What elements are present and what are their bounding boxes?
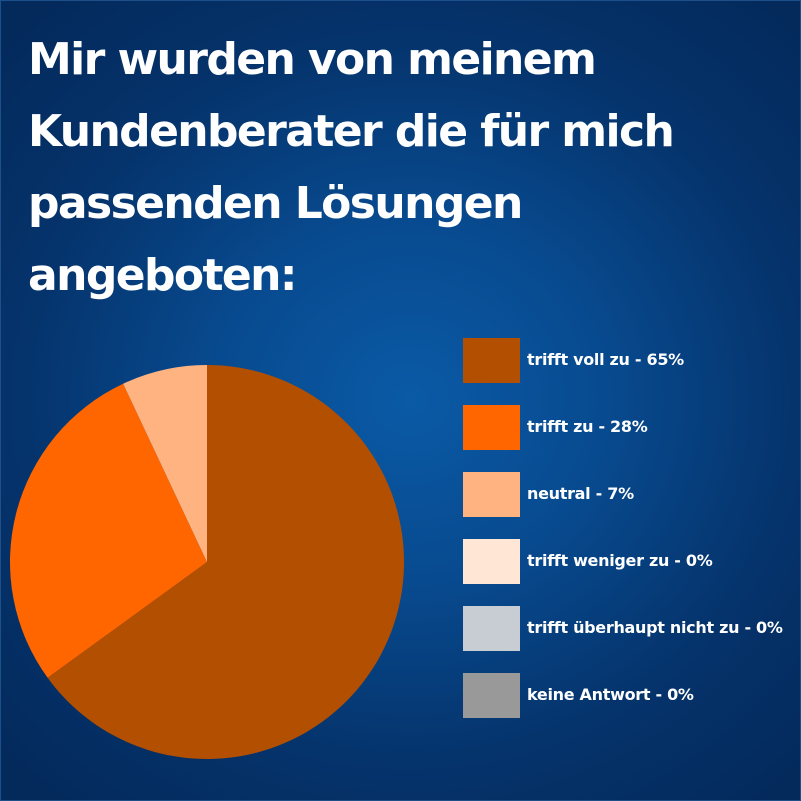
legend-swatch xyxy=(463,405,520,450)
title-line: Kundenberater die für mich xyxy=(28,106,675,157)
pie-slice-neutral xyxy=(123,365,207,562)
legend-swatch xyxy=(463,472,520,517)
legend-label: trifft überhaupt nicht zu - 0% xyxy=(527,618,783,637)
legend-swatch xyxy=(463,673,520,718)
legend-swatch xyxy=(463,606,520,651)
legend-swatch xyxy=(463,338,520,383)
pie-slice-trifft-zu xyxy=(10,383,208,678)
legend-label: keine Antwort - 0% xyxy=(527,685,694,704)
legend-swatch xyxy=(463,539,520,584)
legend-label: trifft weniger zu - 0% xyxy=(527,551,713,570)
legend-label: neutral - 7% xyxy=(527,484,634,503)
title-line: angeboten: xyxy=(28,250,297,301)
pie-chart xyxy=(10,365,405,759)
title-line: Mir wurden von meinem xyxy=(28,34,597,85)
chart-title: Mir wurden von meinem Kundenberater die … xyxy=(28,24,788,312)
legend-label: trifft voll zu - 65% xyxy=(527,350,684,369)
legend-label: trifft zu - 28% xyxy=(527,417,648,436)
pie-slice-trifft-voll-zu xyxy=(47,365,405,759)
title-line: passenden Lösungen xyxy=(28,178,523,229)
